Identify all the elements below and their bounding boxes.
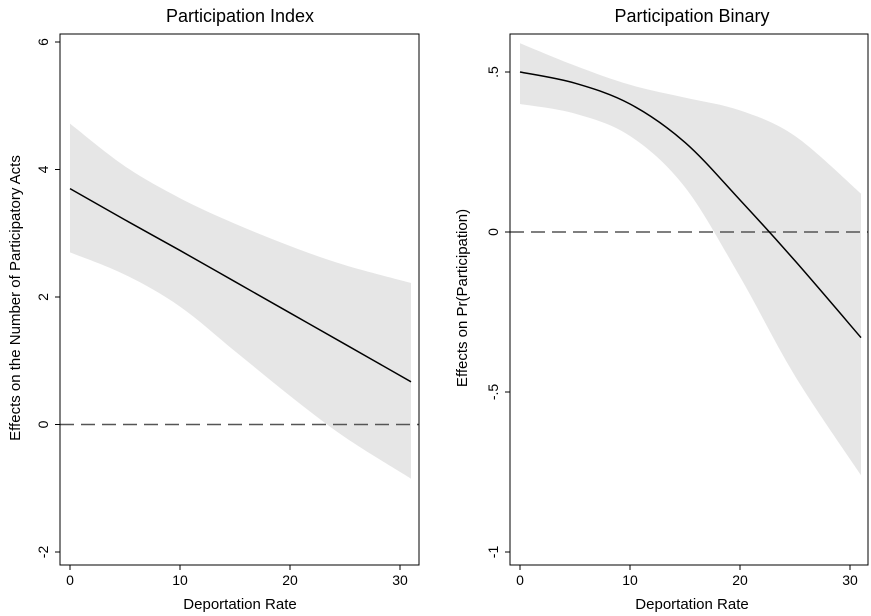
x-tick-label: 0: [66, 572, 74, 588]
y-tick-label: -2: [35, 546, 51, 559]
panel-2-ylabel: Effects on Pr(Participation): [454, 209, 471, 387]
y-tick-label: 6: [35, 38, 51, 46]
y-tick-label: 0: [35, 420, 51, 428]
y-tick-label: 2: [35, 293, 51, 301]
panel-1-xlabel: Deportation Rate: [183, 596, 296, 613]
y-tick-label: -.5: [485, 384, 501, 401]
panel-2-title: Participation Binary: [614, 6, 769, 26]
confidence-band: [520, 43, 861, 476]
plot-frame: [509, 33, 869, 566]
y-tick-label: -1: [485, 546, 501, 559]
plot-frame: [59, 33, 420, 566]
confidence-band: [70, 123, 411, 479]
estimate-line: [69, 187, 412, 383]
x-tick-label: 30: [392, 572, 408, 588]
x-tick-label: 0: [516, 572, 524, 588]
y-tick-label: 4: [35, 165, 51, 173]
panel-2-xlabel: Deportation Rate: [635, 596, 748, 613]
x-tick-label: 20: [732, 572, 748, 588]
panel-participation-index: Participation Index Effects on the Numbe…: [7, 6, 420, 613]
x-tick-label: 30: [842, 572, 858, 588]
y-tick-label: .5: [485, 66, 501, 78]
panel-1-title: Participation Index: [166, 6, 314, 26]
panel-1-plot-area: -2 0 2 4 6 0 10 20 30: [35, 33, 420, 588]
panel-1-ylabel: Effects on the Number of Participatory A…: [7, 155, 24, 441]
panel-participation-binary: Participation Binary Effects on Pr(Parti…: [454, 6, 869, 613]
x-tick-label: 10: [172, 572, 188, 588]
y-tick-label: 0: [485, 228, 501, 236]
panel-2-plot-area: -1 -.5 0 .5 0 10 20 30: [485, 33, 869, 588]
estimate-line: [519, 71, 862, 339]
x-tick-label: 20: [282, 572, 298, 588]
x-tick-label: 10: [622, 572, 638, 588]
